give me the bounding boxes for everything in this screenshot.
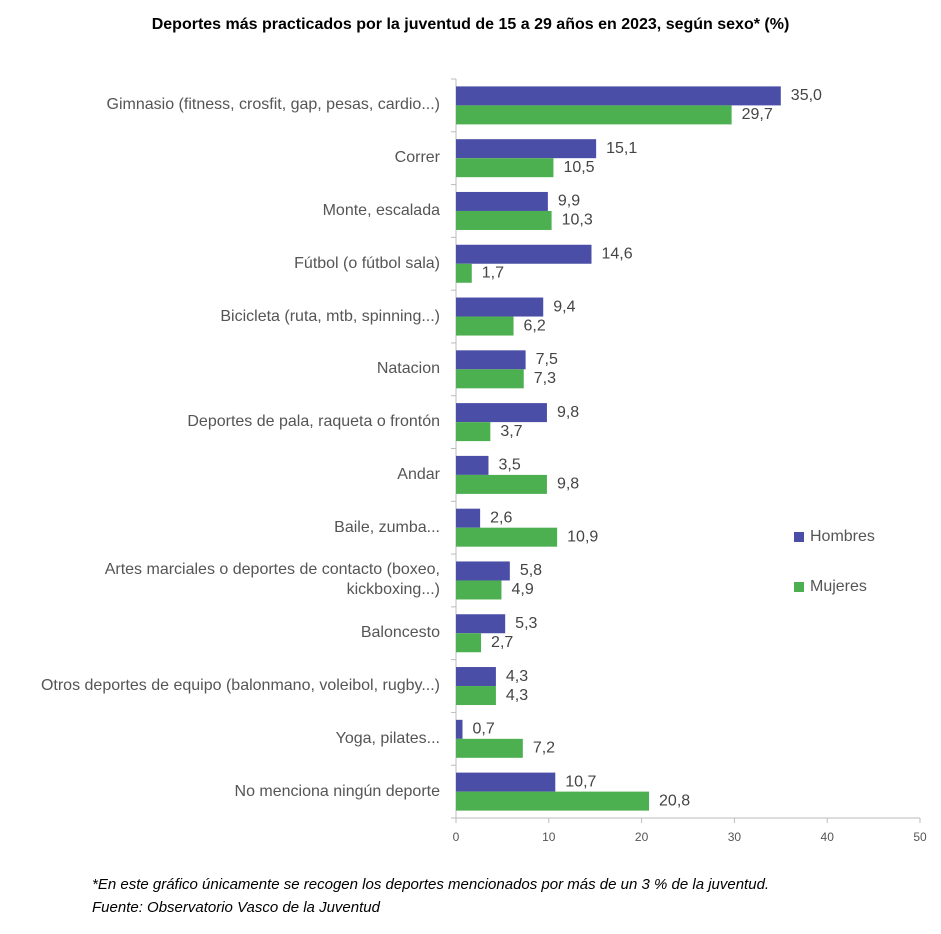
bar (456, 633, 482, 653)
data-label: 29,7 (742, 106, 773, 123)
bar (456, 191, 548, 211)
data-label: 10,3 (562, 212, 593, 229)
x-tick-label: 40 (821, 830, 835, 844)
bar (456, 403, 547, 423)
data-label: 5,3 (515, 615, 537, 632)
bar (456, 369, 524, 389)
bar (456, 158, 554, 178)
bar (456, 561, 510, 581)
category-label: Gimnasio (fitness, crosfit, gap, pesas, … (106, 96, 440, 114)
data-label: 3,7 (500, 423, 522, 440)
data-label: 4,3 (506, 668, 528, 685)
bar (456, 316, 514, 336)
legend-label: Mujeres (810, 578, 867, 595)
bar (456, 86, 781, 106)
bar (456, 772, 556, 792)
category-label: Yoga, pilates... (335, 729, 440, 747)
data-label: 4,9 (511, 581, 533, 598)
bar (456, 791, 650, 811)
bar (456, 508, 481, 528)
category-label: No menciona ningún deporte (234, 782, 440, 800)
category-label: Bicicleta (ruta, mtb, spinning...) (220, 307, 440, 325)
bar (456, 686, 496, 706)
category-label: Artes marciales o deportes de contacto (… (104, 561, 440, 599)
data-label: 1,7 (482, 264, 504, 281)
category-label: Natacion (376, 360, 440, 378)
bar (456, 614, 506, 634)
data-label: 3,5 (498, 457, 520, 474)
data-label: 15,1 (606, 140, 637, 157)
x-tick-label: 30 (728, 830, 742, 844)
category-label: Correr (394, 149, 440, 167)
x-tick-label: 0 (453, 830, 460, 844)
data-label: 14,6 (601, 245, 632, 262)
footnote: *En este gráfico únicamente se recogen l… (92, 876, 770, 893)
bar (456, 738, 523, 758)
data-label: 2,7 (491, 634, 513, 651)
data-label: 9,4 (553, 298, 575, 315)
data-label: 35,0 (791, 87, 822, 104)
data-label: 2,6 (490, 509, 512, 526)
data-label: 9,8 (557, 476, 579, 493)
bar (456, 210, 552, 230)
data-label: 10,7 (565, 773, 596, 790)
data-label: 4,3 (506, 687, 528, 704)
category-label: Baloncesto (360, 624, 440, 642)
data-label: 10,9 (567, 528, 598, 545)
bar (456, 139, 597, 159)
data-label: 7,5 (536, 351, 558, 368)
legend-label: Hombres (810, 528, 875, 545)
x-tick-label: 10 (542, 830, 556, 844)
category-label: Baile, zumba... (334, 518, 440, 536)
x-tick-label: 50 (913, 830, 927, 844)
chart-title: Deportes más practicados por la juventud… (151, 16, 790, 33)
bar (456, 719, 463, 739)
bar (456, 350, 526, 370)
bar (456, 422, 491, 442)
category-label: Otros deportes de equipo (balonmano, vol… (40, 677, 440, 695)
legend-swatch (794, 532, 804, 542)
bar (456, 667, 496, 687)
data-label: 5,8 (520, 562, 542, 579)
category-label: Andar (397, 465, 440, 483)
x-tick-label: 20 (635, 830, 649, 844)
legend-swatch (794, 582, 804, 592)
data-label: 0,7 (472, 721, 494, 738)
bar (456, 455, 489, 475)
data-label: 20,8 (659, 792, 690, 809)
category-label: Fútbol (o fútbol sala) (294, 254, 440, 272)
bar (456, 244, 592, 264)
bar (456, 105, 732, 125)
source: Fuente: Observatorio Vasco de la Juventu… (92, 899, 380, 916)
bar (456, 527, 558, 547)
data-label: 9,8 (557, 404, 579, 421)
data-label: 10,5 (563, 159, 594, 176)
data-label: 6,2 (524, 317, 546, 334)
bar (456, 580, 502, 600)
bar (456, 297, 544, 317)
category-label: Deportes de pala, raqueta o frontón (187, 413, 440, 431)
data-label: 9,9 (558, 193, 580, 210)
category-label: Monte, escalada (322, 201, 440, 219)
bar (456, 263, 472, 283)
data-label: 7,3 (534, 370, 556, 387)
data-label: 7,2 (533, 740, 555, 757)
bar (456, 474, 547, 494)
